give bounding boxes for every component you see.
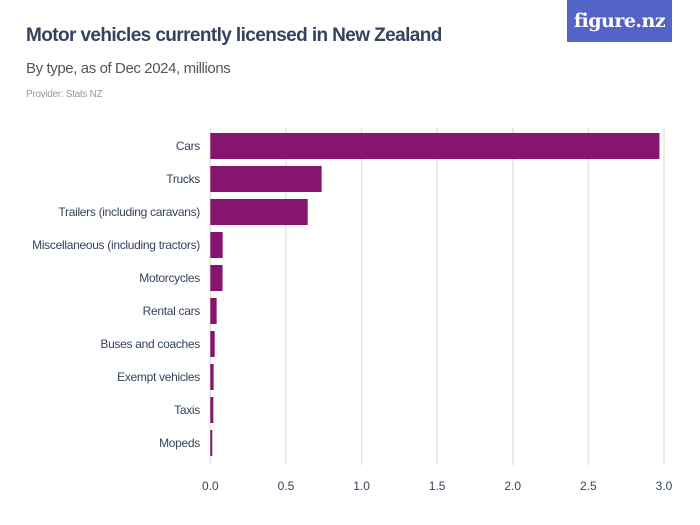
x-tick-label: 2.0 xyxy=(504,479,521,493)
bar-trailers-including-caravans xyxy=(210,199,308,225)
chart-subtitle: By type, as of Dec 2024, millions xyxy=(26,60,231,77)
category-label: Buses and coaches xyxy=(100,337,200,351)
figure-nz-logo[interactable]: figure.nz xyxy=(567,0,672,42)
category-label: Rental cars xyxy=(143,304,201,318)
x-tick-label: 0.0 xyxy=(202,479,219,493)
category-label: Mopeds xyxy=(159,436,200,450)
bar-trucks xyxy=(210,166,322,192)
bar-buses-and-coaches xyxy=(210,331,215,357)
x-tick-label: 3.0 xyxy=(656,479,673,493)
category-label: Exempt vehicles xyxy=(117,370,200,384)
bar-motorcycles xyxy=(210,265,223,291)
chart-title: Motor vehicles currently licensed in New… xyxy=(26,25,442,46)
bar-cars xyxy=(210,133,660,159)
x-tick-label: 2.5 xyxy=(580,479,597,493)
category-label: Trailers (including caravans) xyxy=(58,205,200,219)
category-label: Cars xyxy=(176,139,200,153)
provider-label: Provider: Stats NZ xyxy=(26,89,103,100)
category-label: Miscellaneous (including tractors) xyxy=(32,238,200,252)
category-label: Motorcycles xyxy=(139,271,200,285)
category-label: Trucks xyxy=(166,172,200,186)
bar-rental-cars xyxy=(210,298,217,324)
x-tick-label: 1.5 xyxy=(429,479,446,493)
bar-miscellaneous-including-tractors xyxy=(210,232,223,258)
bar-mopeds xyxy=(210,430,213,456)
x-tick-label: 1.0 xyxy=(353,479,370,493)
bar-taxis xyxy=(210,397,214,423)
category-label: Taxis xyxy=(174,403,200,417)
x-tick-label: 0.5 xyxy=(278,479,295,493)
bar-exempt-vehicles xyxy=(210,364,214,390)
